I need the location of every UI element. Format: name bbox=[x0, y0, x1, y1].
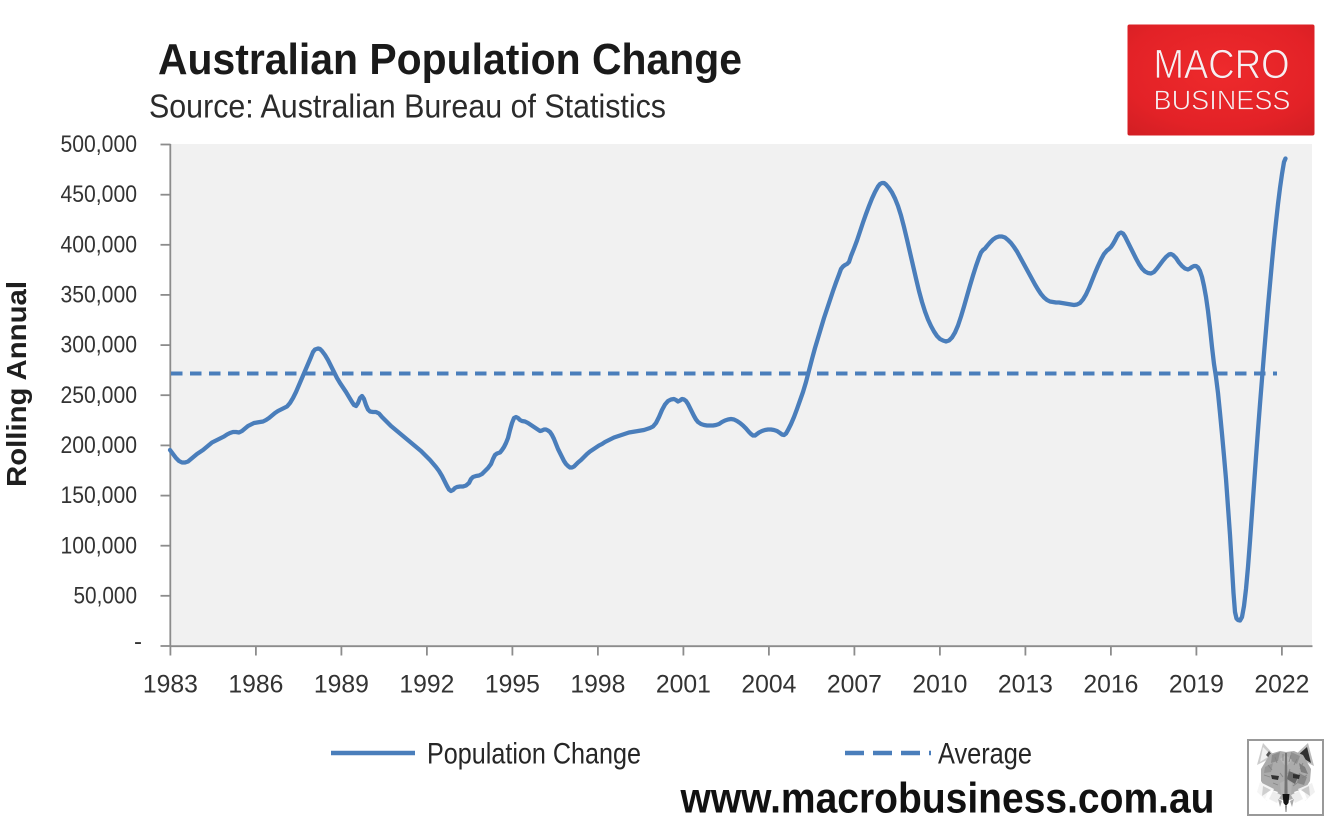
svg-text:1998: 1998 bbox=[570, 671, 625, 699]
svg-text:400,000: 400,000 bbox=[61, 231, 138, 258]
svg-text:2022: 2022 bbox=[1254, 671, 1309, 699]
svg-text:BUSINESS: BUSINESS bbox=[1154, 85, 1291, 116]
svg-text:250,000: 250,000 bbox=[61, 382, 138, 409]
svg-text:500,000: 500,000 bbox=[61, 131, 138, 158]
svg-text:Australian Population Change: Australian Population Change bbox=[158, 35, 742, 84]
svg-text:Population Change: Population Change bbox=[427, 738, 641, 771]
svg-text:Average: Average bbox=[938, 738, 1032, 771]
svg-text:2016: 2016 bbox=[1083, 671, 1138, 699]
svg-text:2019: 2019 bbox=[1169, 671, 1224, 699]
svg-text:2004: 2004 bbox=[741, 671, 796, 699]
svg-text:2013: 2013 bbox=[998, 671, 1053, 699]
svg-text:50,000: 50,000 bbox=[74, 582, 138, 609]
svg-text:450,000: 450,000 bbox=[61, 181, 138, 208]
svg-text:150,000: 150,000 bbox=[61, 482, 138, 509]
svg-text:1983: 1983 bbox=[143, 671, 198, 699]
svg-text:2010: 2010 bbox=[912, 671, 967, 699]
svg-text:1986: 1986 bbox=[228, 671, 283, 699]
svg-text:Rolling Annual: Rolling Annual bbox=[1, 281, 32, 487]
svg-text:Source: Australian Bureau of S: Source: Australian Bureau of Statistics bbox=[149, 88, 666, 125]
svg-text:1992: 1992 bbox=[399, 671, 454, 699]
svg-text:1995: 1995 bbox=[485, 671, 540, 699]
svg-text:200,000: 200,000 bbox=[61, 432, 138, 459]
svg-text:2007: 2007 bbox=[827, 671, 882, 699]
svg-text:1989: 1989 bbox=[314, 671, 369, 699]
svg-text:100,000: 100,000 bbox=[61, 532, 138, 559]
svg-text:2001: 2001 bbox=[656, 671, 711, 699]
svg-text:www.macrobusiness.com.au: www.macrobusiness.com.au bbox=[680, 775, 1215, 823]
svg-text:MACRO: MACRO bbox=[1154, 41, 1290, 87]
svg-text:-: - bbox=[134, 629, 142, 656]
svg-text:300,000: 300,000 bbox=[61, 332, 138, 359]
svg-text:350,000: 350,000 bbox=[61, 282, 138, 309]
